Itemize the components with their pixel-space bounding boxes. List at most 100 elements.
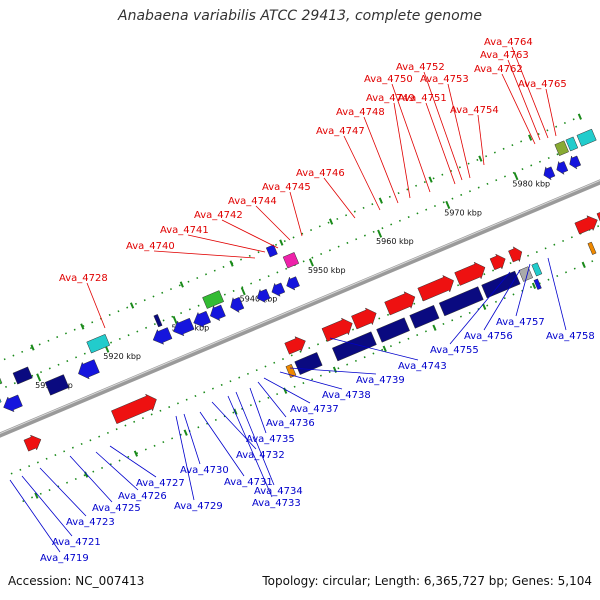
lower-inner-boundary — [0, 139, 593, 391]
reverse-gene-arrow — [78, 359, 100, 380]
leader-line-Ava_4748 — [363, 116, 399, 204]
major-tick-mark — [233, 408, 238, 415]
leader-line-Ava_4750 — [391, 83, 431, 193]
reverse-gene-box — [565, 136, 579, 152]
gene-label-Ava_4732: Ava_4732 — [236, 450, 285, 461]
leader-line-Ava_4755 — [449, 271, 511, 345]
accession-text: Accession: NC_007413 — [8, 574, 145, 588]
forward-gene-box — [331, 331, 377, 362]
tick-line — [308, 258, 314, 267]
leader-line-Ava_4742 — [221, 219, 279, 249]
page-title: Anabaena variabilis ATCC 29413, complete… — [118, 8, 482, 24]
tick-line — [172, 315, 178, 325]
gene-label-Ava_4748: Ava_4748 — [336, 107, 385, 118]
forward-gene-box — [481, 270, 521, 299]
forward-gene-arrow — [321, 317, 353, 342]
gene-label-Ava_4739: Ava_4739 — [356, 375, 405, 386]
major-tick-mark — [329, 218, 334, 225]
upper-boundary — [22, 257, 600, 503]
reverse-gene-arrow — [569, 155, 582, 170]
major-tick-mark — [382, 345, 387, 352]
gene-label-Ava_4736: Ava_4736 — [266, 418, 315, 429]
reverse-gene-arrow — [193, 310, 212, 328]
reverse-gene-arrow — [556, 160, 569, 175]
leader-line-Ava_4731 — [199, 411, 245, 477]
leader-line-Ava_4752 — [423, 71, 463, 181]
major-tick-mark — [30, 344, 35, 351]
genome-summary-text: Topology: circular; Length: 6,365,727 bp… — [262, 574, 592, 588]
gene-label-Ava_4762: Ava_4762 — [474, 64, 523, 75]
leader-line-Ava_4723 — [39, 467, 87, 517]
major-tick-mark — [478, 155, 483, 162]
gene-label-Ava_4741: Ava_4741 — [160, 225, 209, 236]
forward-gene-box — [533, 278, 542, 290]
major-tick-mark — [432, 324, 437, 331]
reverse-gene-arrow — [173, 317, 195, 337]
major-tick-mark — [378, 197, 383, 204]
reverse-gene-arrow — [543, 166, 556, 181]
gene-label-Ava_4758: Ava_4758 — [546, 331, 595, 342]
gene-label-Ava_4730: Ava_4730 — [180, 465, 229, 476]
leader-line-Ava_4735 — [249, 387, 267, 434]
leader-line-Ava_4757 — [515, 263, 531, 317]
gene-label-Ava_4752: Ava_4752 — [396, 62, 445, 73]
forward-gene-arrow — [417, 274, 454, 302]
genome-backbone-highlight — [0, 179, 600, 435]
leader-line-Ava_4734 — [235, 391, 275, 486]
leader-line-Ava_4747 — [343, 135, 381, 211]
leader-line-Ava_4726 — [95, 451, 139, 491]
leader-line-Ava_4745 — [289, 191, 303, 237]
gene-label-Ava_4765: Ava_4765 — [518, 79, 567, 90]
forward-gene-box — [438, 286, 484, 317]
reverse-gene-box — [0, 377, 3, 385]
forward-gene-arrow — [596, 212, 600, 222]
tick-label-5920-kbp: 5920 kbp — [103, 352, 141, 361]
gene-label-Ava_4743: Ava_4743 — [398, 361, 447, 372]
gene-label-Ava_4719: Ava_4719 — [40, 553, 89, 564]
reverse-gene-box — [576, 128, 597, 147]
forward-gene-arrow — [351, 307, 377, 330]
reverse-gene-arrow — [256, 288, 271, 304]
leader-line-Ava_4732 — [211, 401, 257, 450]
leader-line-Ava_4746 — [323, 177, 356, 219]
major-tick-mark — [581, 261, 586, 268]
gene-label-Ava_4764: Ava_4764 — [484, 37, 533, 48]
leader-line-Ava_4740 — [153, 250, 256, 259]
gene-label-Ava_4733: Ava_4733 — [252, 498, 301, 509]
tick-label-5970-kbp: 5970 kbp — [444, 208, 482, 217]
major-tick-mark — [129, 302, 135, 309]
leader-line-Ava_4765 — [545, 88, 557, 137]
forward-gene-arrow — [508, 246, 523, 263]
forward-gene-arrow — [489, 253, 506, 271]
gene-label-Ava_4763: Ava_4763 — [480, 50, 529, 61]
leader-line-Ava_4743 — [329, 337, 419, 361]
forward-gene-arrow — [284, 336, 306, 355]
tick-line — [240, 287, 246, 296]
gene-label-Ava_4740: Ava_4740 — [126, 241, 175, 252]
leader-line-Ava_4729 — [175, 415, 195, 501]
major-tick-mark — [34, 492, 39, 499]
forward-gene-arrow — [454, 261, 486, 286]
leader-line-Ava_4736 — [257, 381, 287, 418]
gene-label-Ava_4757: Ava_4757 — [496, 317, 545, 328]
leader-line-Ava_4733 — [227, 395, 273, 498]
leader-line-Ava_4719 — [9, 479, 61, 553]
gene-label-Ava_4749: Ava_4749 — [366, 93, 415, 104]
gene-label-Ava_4747: Ava_4747 — [316, 126, 365, 137]
reverse-gene-arrow — [209, 304, 226, 322]
forward-gene-arrow — [384, 291, 416, 316]
tick-line — [36, 373, 42, 382]
leader-line-Ava_4753 — [447, 83, 471, 179]
forward-gene-box — [531, 262, 543, 277]
gene-label-Ava_4742: Ava_4742 — [194, 210, 243, 221]
leader-line-Ava_4756 — [483, 269, 521, 331]
major-tick-mark — [179, 281, 184, 288]
leader-line-Ava_4741 — [187, 234, 266, 253]
reverse-gene-arrow — [271, 282, 286, 297]
major-tick-mark — [229, 260, 234, 267]
forward-gene-arrow — [111, 393, 157, 425]
leader-line-Ava_4725 — [69, 455, 113, 503]
genome-backbone — [0, 179, 600, 438]
gene-label-Ava_4723: Ava_4723 — [66, 517, 115, 528]
reverse-gene-box — [202, 290, 225, 309]
